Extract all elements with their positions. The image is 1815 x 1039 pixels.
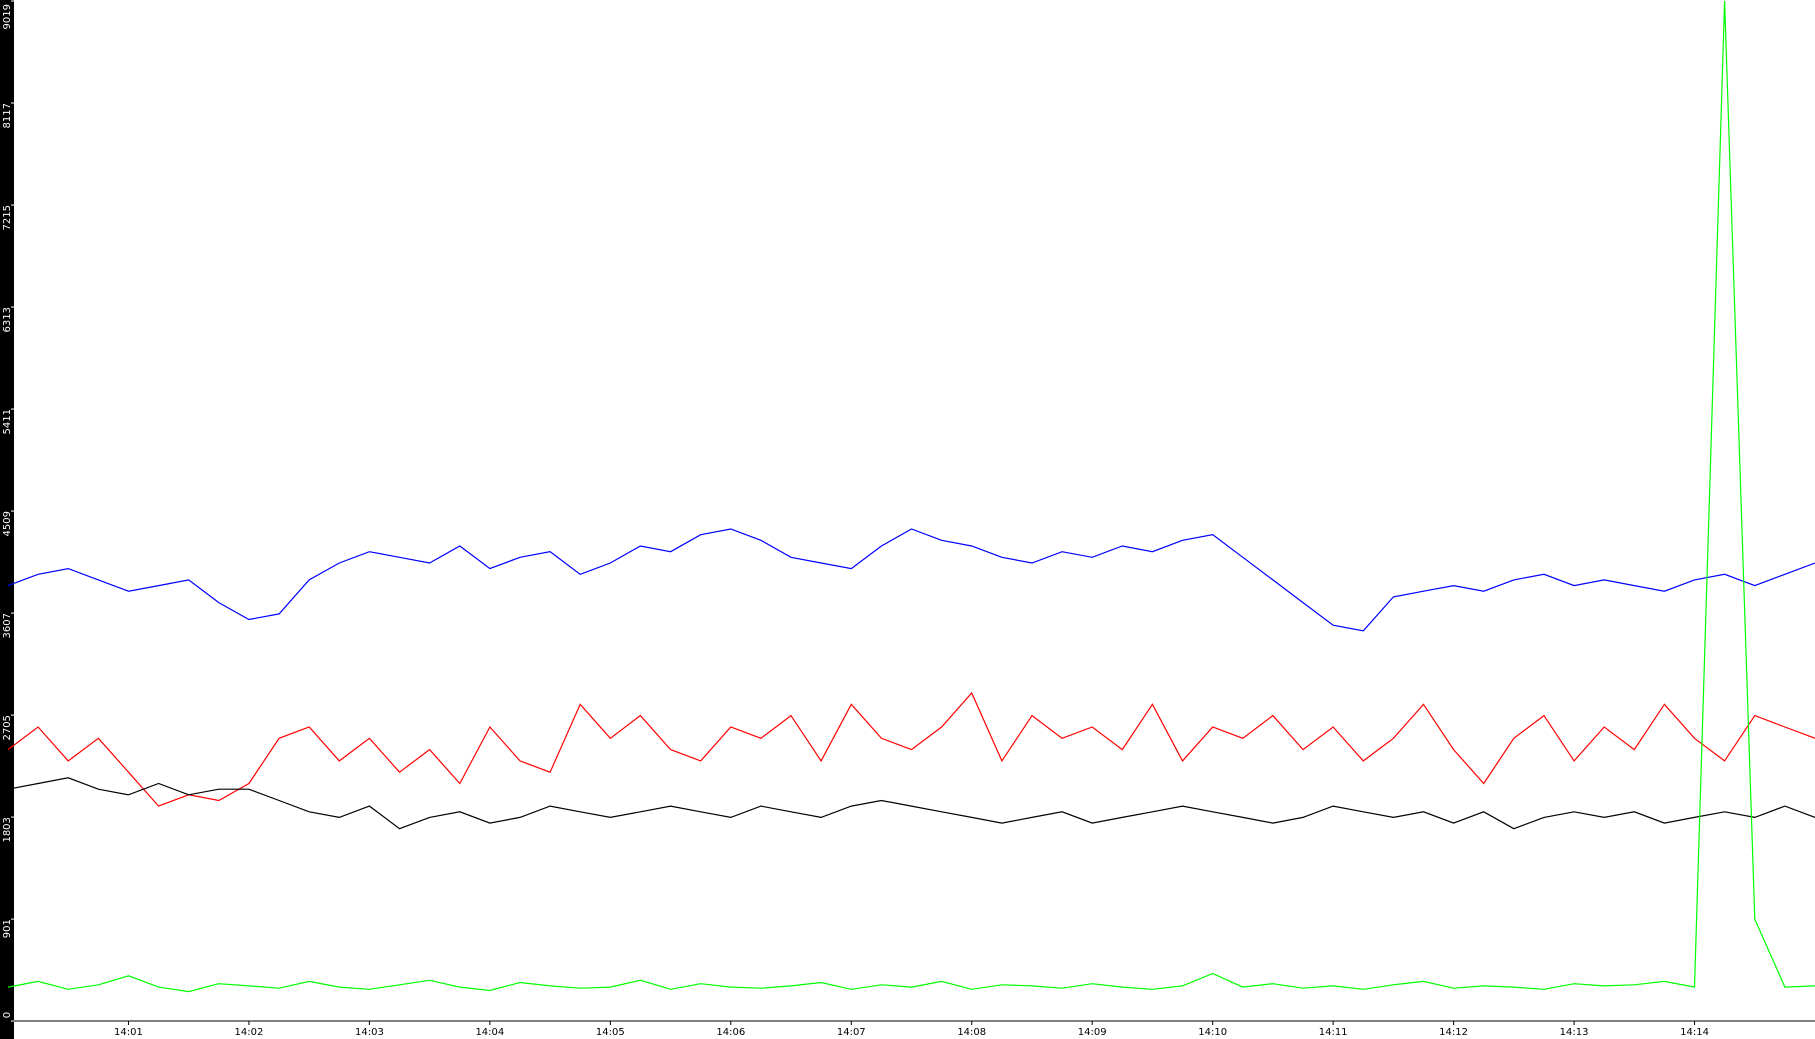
series-line — [7, 528, 1815, 632]
series-line — [7, 0, 1815, 993]
y-tick-label: 4509 — [2, 511, 13, 536]
x-tick-label: 14:04 — [475, 1027, 504, 1038]
y-axis-strip — [0, 0, 14, 1039]
x-tick-label: 14:10 — [1198, 1027, 1227, 1038]
y-tick-label: 5411 — [2, 409, 13, 434]
y-tick-label: 901 — [2, 919, 13, 938]
x-tick-label: 14:06 — [716, 1027, 745, 1038]
y-tick-label: 8117 — [2, 103, 13, 128]
y-tick-label: 3607 — [2, 613, 13, 638]
y-tick-label: 6313 — [2, 307, 13, 332]
x-tick-label: 14:03 — [355, 1027, 384, 1038]
x-tick-label: 14:09 — [1078, 1027, 1107, 1038]
y-tick-label: 1803 — [2, 817, 13, 842]
x-tick-label: 14:14 — [1680, 1027, 1709, 1038]
series-line — [7, 777, 1815, 830]
y-tick-label: 2705 — [2, 715, 13, 740]
x-tick-label: 14:07 — [837, 1027, 866, 1038]
series-line — [7, 691, 1815, 807]
y-tick-label: 7215 — [2, 205, 13, 230]
x-tick-label: 14:05 — [596, 1027, 625, 1038]
x-tick-label: 14:01 — [114, 1027, 143, 1038]
y-tick-label: 0 — [2, 1012, 13, 1018]
x-tick-label: 14:11 — [1319, 1027, 1348, 1038]
x-tick-label: 14:08 — [957, 1027, 986, 1038]
x-tick-label: 14:12 — [1439, 1027, 1468, 1038]
x-tick-label: 14:02 — [235, 1027, 264, 1038]
x-tick-label: 14:13 — [1560, 1027, 1589, 1038]
y-tick-label: 9019 — [2, 4, 13, 29]
